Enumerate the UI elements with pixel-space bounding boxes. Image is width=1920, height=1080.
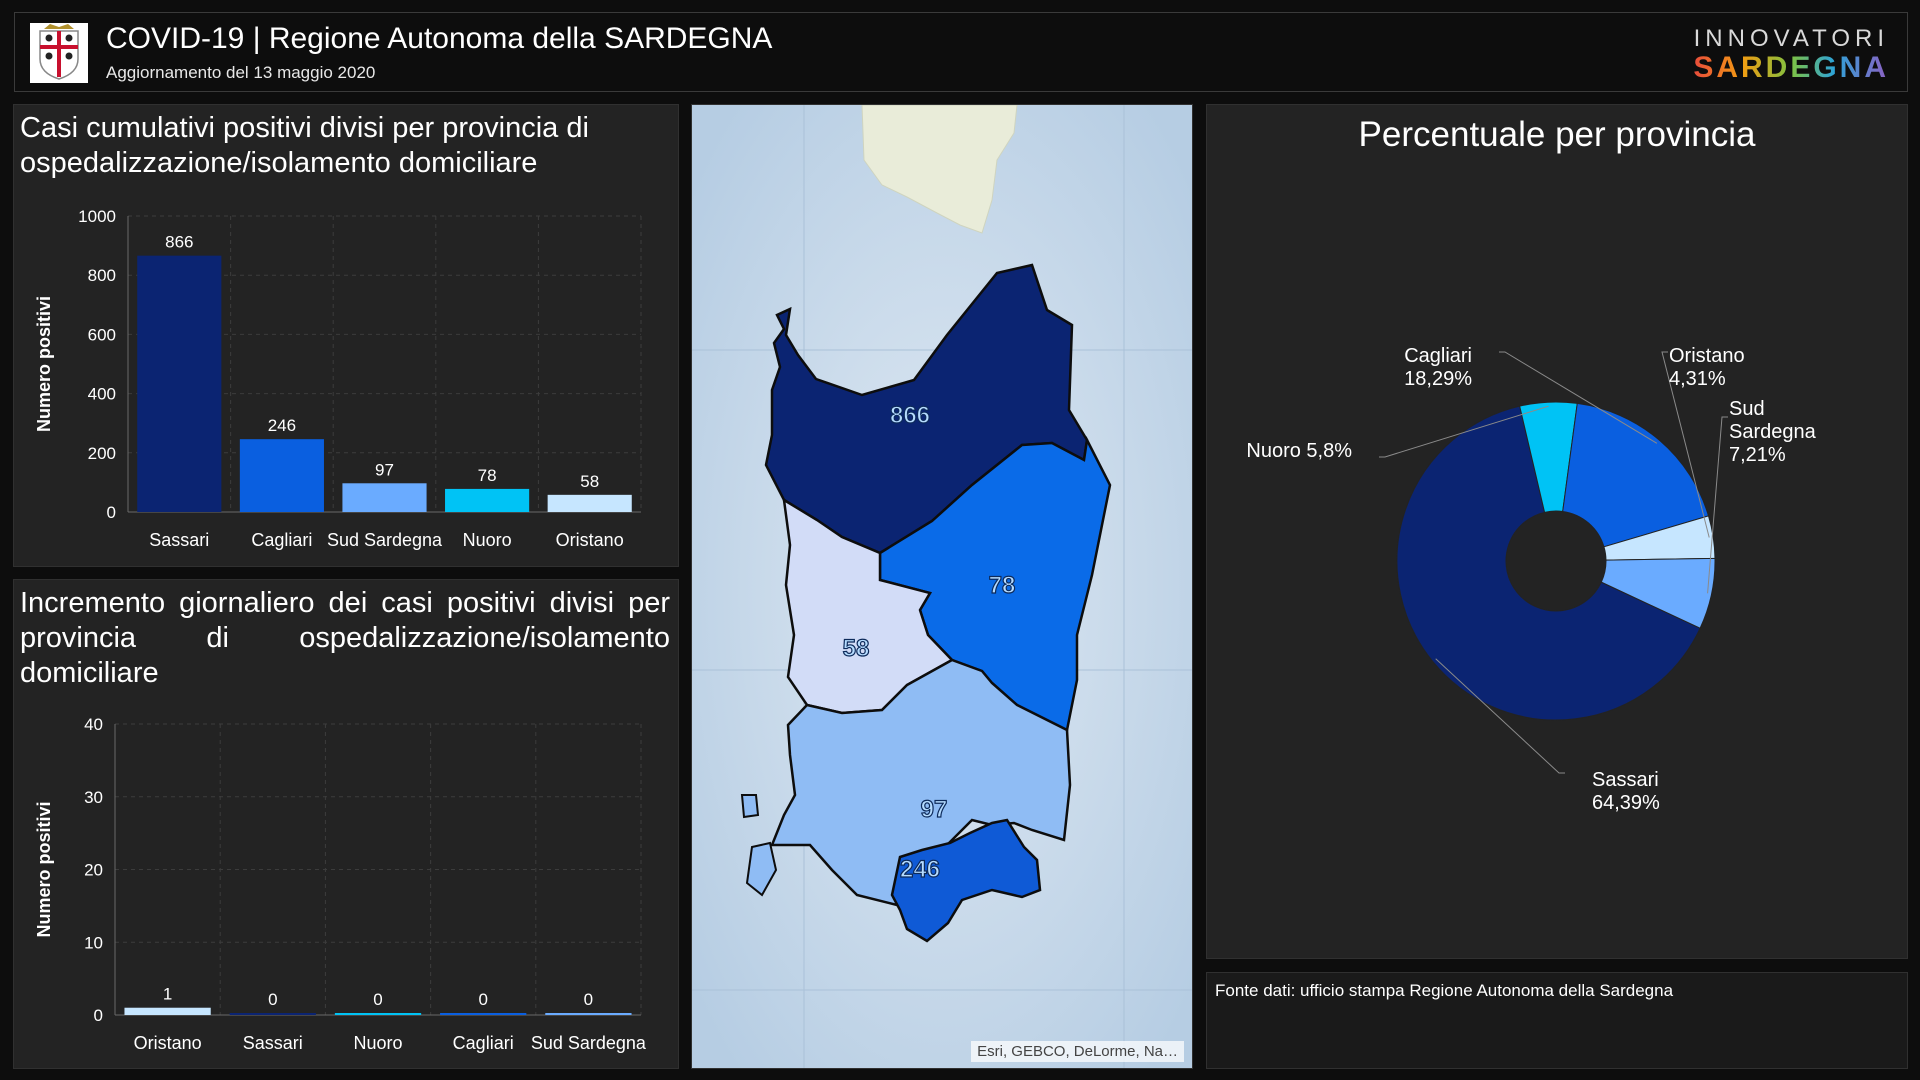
bar-sassari[interactable]	[229, 1013, 316, 1015]
y-tick-label: 600	[88, 325, 116, 344]
x-tick-label: Cagliari	[251, 530, 312, 550]
bar-value-label: 0	[268, 990, 277, 1009]
leader-line	[1661, 351, 1710, 538]
brand-logo-bottom: SARDEGNA	[1693, 51, 1889, 84]
brand-logo-top: INNOVATORI	[1693, 25, 1889, 52]
sardinia-choropleth-map[interactable]: 866 78 58 97 246	[692, 105, 1193, 1069]
data-source-panel: Fonte dati: ufficio stampa Regione Auton…	[1206, 972, 1908, 1069]
island-san-pietro	[740, 794, 760, 819]
bar-oristano[interactable]	[547, 494, 632, 512]
last-update-date: Aggiornamento del 13 maggio 2020	[106, 63, 376, 82]
donut-slice-sassari[interactable]	[1396, 405, 1701, 721]
y-tick-label: 0	[107, 503, 116, 522]
donut-slice-cagliari[interactable]	[1562, 402, 1710, 548]
y-tick-label: 10	[84, 933, 103, 952]
y-axis-label: Numero positivi	[34, 801, 54, 937]
page-title: COVID-19 | Regione Autonoma della SARDEG…	[106, 22, 773, 55]
bar-value-label: 0	[373, 990, 382, 1009]
map-label-cagliari: 246	[900, 856, 940, 883]
cumulative-cases-chart-panel: Casi cumulativi positivi divisi per prov…	[13, 104, 679, 567]
x-tick-label: Sud Sardegna	[531, 1033, 647, 1053]
island-sant-antioco	[745, 841, 778, 897]
leader-line	[1435, 658, 1565, 774]
slice-label-value: 7,21%	[1729, 444, 1786, 466]
bar-value-label: 58	[580, 472, 599, 491]
bar-sud-sardegna[interactable]	[545, 1013, 632, 1015]
bar-cagliari[interactable]	[239, 439, 324, 512]
x-tick-label: Oristano	[134, 1033, 202, 1053]
bar-value-label: 1	[163, 985, 172, 1004]
y-tick-label: 400	[88, 385, 116, 404]
cumulative-cases-bar-chart: 0 200 400 600 800 1000 Numero positivi 866 Sassa…	[34, 207, 642, 550]
province-cagliari[interactable]	[890, 818, 1042, 943]
x-tick-label: Nuoro	[353, 1033, 402, 1053]
daily-increment-chart-title: Incremento giornaliero dei casi positivi…	[20, 587, 670, 689]
bar-nuoro[interactable]	[334, 1013, 422, 1015]
bar-value-label: 0	[584, 990, 593, 1009]
slice-label-name: Sud	[1729, 398, 1765, 420]
map-label-sassari: 866	[890, 402, 930, 429]
y-tick-label: 20	[84, 861, 103, 880]
bar-nuoro[interactable]	[445, 488, 530, 512]
cumulative-cases-chart-title: Casi cumulativi positivi divisi per prov…	[20, 112, 589, 179]
province-percentage-panel: Percentuale per provincia Sassari 64,39% N…	[1206, 104, 1908, 959]
sardinia-map-panel[interactable]: 866 78 58 97 246 Esri, GEBCO, DeLorme, N…	[691, 104, 1193, 1069]
y-axis-label: Numero positivi	[34, 296, 54, 432]
bar-cagliari[interactable]	[440, 1013, 527, 1015]
slice-label-nuoro: Nuoro 5,8%	[1246, 440, 1352, 462]
map-label-sud-sardegna: 97	[921, 796, 948, 823]
map-label-oristano: 58	[843, 635, 870, 662]
donut-slice-sud-sardegna[interactable]	[1600, 557, 1716, 629]
daily-increment-bar-chart: 0 10 20 30 40 Numero positivi 1 Oristano 0 Sassar…	[34, 715, 647, 1053]
x-tick-label: Nuoro	[463, 530, 512, 550]
y-tick-label: 40	[84, 715, 103, 734]
slice-label-name: Oristano	[1669, 345, 1745, 367]
y-tick-label: 200	[88, 444, 116, 463]
slice-label-value: 4,31%	[1669, 368, 1726, 390]
slice-label-name: Sassari	[1592, 769, 1659, 791]
daily-increment-chart-panel: Incremento giornaliero dei casi positivi…	[13, 579, 679, 1069]
bar-value-label: 0	[478, 990, 487, 1009]
slice-label-value: 64,39%	[1592, 792, 1660, 814]
slice-label-cagliari: Cagliari 18,29%	[1404, 345, 1472, 390]
bar-value-label: 78	[478, 466, 497, 485]
header-bar: COVID-19 | Regione Autonoma della SARDEG…	[14, 12, 1908, 92]
y-tick-label: 800	[88, 266, 116, 285]
x-tick-label: Sassari	[149, 530, 209, 550]
slice-label-sud-sardegna: Sud Sardegna 7,21%	[1729, 398, 1817, 466]
map-label-nuoro: 78	[989, 572, 1016, 599]
y-tick-label: 1000	[78, 207, 116, 226]
leader-line	[1499, 351, 1658, 444]
pie-chart-title: Percentuale per provincia	[1358, 115, 1756, 154]
bar-value-label: 246	[268, 416, 296, 435]
slice-label-value: 18,29%	[1404, 368, 1472, 390]
x-tick-label: Oristano	[556, 530, 624, 550]
slice-label-sassari: Sassari 64,39%	[1592, 769, 1660, 814]
slice-label-name: Sardegna	[1729, 421, 1817, 443]
slice-label-name: Nuoro 5,8%	[1246, 440, 1352, 462]
bar-value-label: 866	[165, 233, 193, 252]
y-tick-label: 30	[84, 788, 103, 807]
province-percentage-donut-chart: Sassari 64,39% Nuoro 5,8% Cagliari 18,29% Ori…	[1246, 345, 1817, 814]
bar-oristano[interactable]	[124, 1007, 211, 1015]
leader-line	[1379, 405, 1549, 458]
x-tick-label: Sud Sardegna	[327, 530, 443, 550]
corsica-landmass	[861, 105, 1018, 234]
bar-value-label: 97	[375, 460, 394, 479]
y-tick-label: 0	[94, 1006, 103, 1025]
x-tick-label: Cagliari	[453, 1033, 514, 1053]
map-attribution[interactable]: Esri, GEBCO, DeLorme, Na…	[971, 1041, 1184, 1062]
data-source-text: Fonte dati: ufficio stampa Regione Auton…	[1215, 981, 1674, 1000]
slice-label-name: Cagliari	[1404, 345, 1472, 367]
coat-of-arms-icon	[30, 23, 88, 83]
slice-label-oristano: Oristano 4,31%	[1669, 345, 1745, 390]
bar-sud-sardegna[interactable]	[342, 483, 427, 512]
bar-sassari[interactable]	[137, 255, 222, 512]
x-tick-label: Sassari	[243, 1033, 303, 1053]
leader-line	[1707, 416, 1728, 594]
